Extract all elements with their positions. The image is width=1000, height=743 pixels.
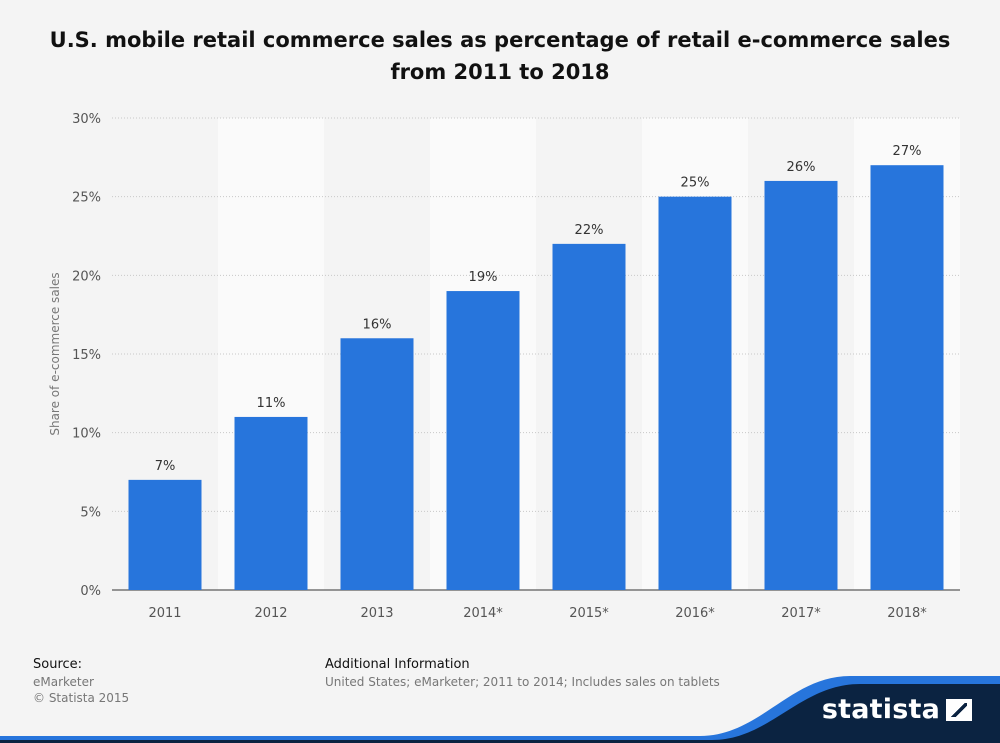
source-heading: Source: (33, 657, 83, 672)
x-tick-label: 2012 (254, 606, 287, 621)
chart-title: U.S. mobile retail commerce sales as per… (0, 24, 1000, 88)
y-tick-label: 15% (72, 348, 101, 363)
bar (128, 479, 202, 590)
x-tick-label: 2018* (887, 606, 927, 621)
data-label: 11% (257, 396, 286, 411)
x-tick-label: 2013 (360, 606, 393, 621)
bar (446, 291, 520, 590)
chart-title-line-1: U.S. mobile retail commerce sales as per… (49, 28, 951, 52)
y-tick-label: 10% (72, 427, 101, 442)
data-label: 22% (575, 223, 604, 238)
source-line-1: eMarketer (33, 675, 94, 689)
y-tick-label: 25% (72, 191, 101, 206)
x-tick-label: 2017* (781, 606, 821, 621)
bar (552, 243, 626, 590)
x-tick-label: 2011 (148, 606, 181, 621)
bar (764, 180, 838, 590)
chart-title-line-2: from 2011 to 2018 (390, 60, 610, 84)
data-label: 7% (155, 459, 176, 474)
y-tick-label: 5% (80, 505, 101, 520)
y-axis-title: Share of e-commerce sales (48, 272, 62, 435)
statista-logo-icon (946, 698, 972, 721)
y-tick-label: 0% (80, 584, 101, 599)
y-tick-label: 20% (72, 269, 101, 284)
footer-dark-wave (0, 684, 1000, 743)
data-label: 19% (469, 270, 498, 285)
data-label: 16% (363, 317, 392, 332)
additional-info-heading: Additional Information (325, 657, 470, 672)
x-tick-label: 2016* (675, 606, 715, 621)
data-label: 26% (787, 160, 816, 175)
footer-accent-wave (0, 676, 1000, 743)
data-label: 27% (893, 144, 922, 159)
bar (340, 338, 414, 590)
data-label: 25% (681, 176, 710, 191)
source-line-2: © Statista 2015 (33, 691, 130, 705)
bar (658, 196, 732, 590)
bar (234, 416, 308, 590)
x-tick-label: 2014* (463, 606, 503, 621)
x-tick-label: 2015* (569, 606, 609, 621)
bar (870, 165, 944, 590)
y-tick-label: 30% (72, 112, 101, 127)
statista-logo[interactable]: statista (822, 694, 972, 725)
bar-chart: 0% 5% 10% 15% 20% 25% 30% Share of e-commerce s… (48, 112, 960, 621)
additional-info-text: United States; eMarketer; 2011 to 2014; … (325, 675, 720, 689)
statista-logo-text: statista (821, 694, 940, 725)
